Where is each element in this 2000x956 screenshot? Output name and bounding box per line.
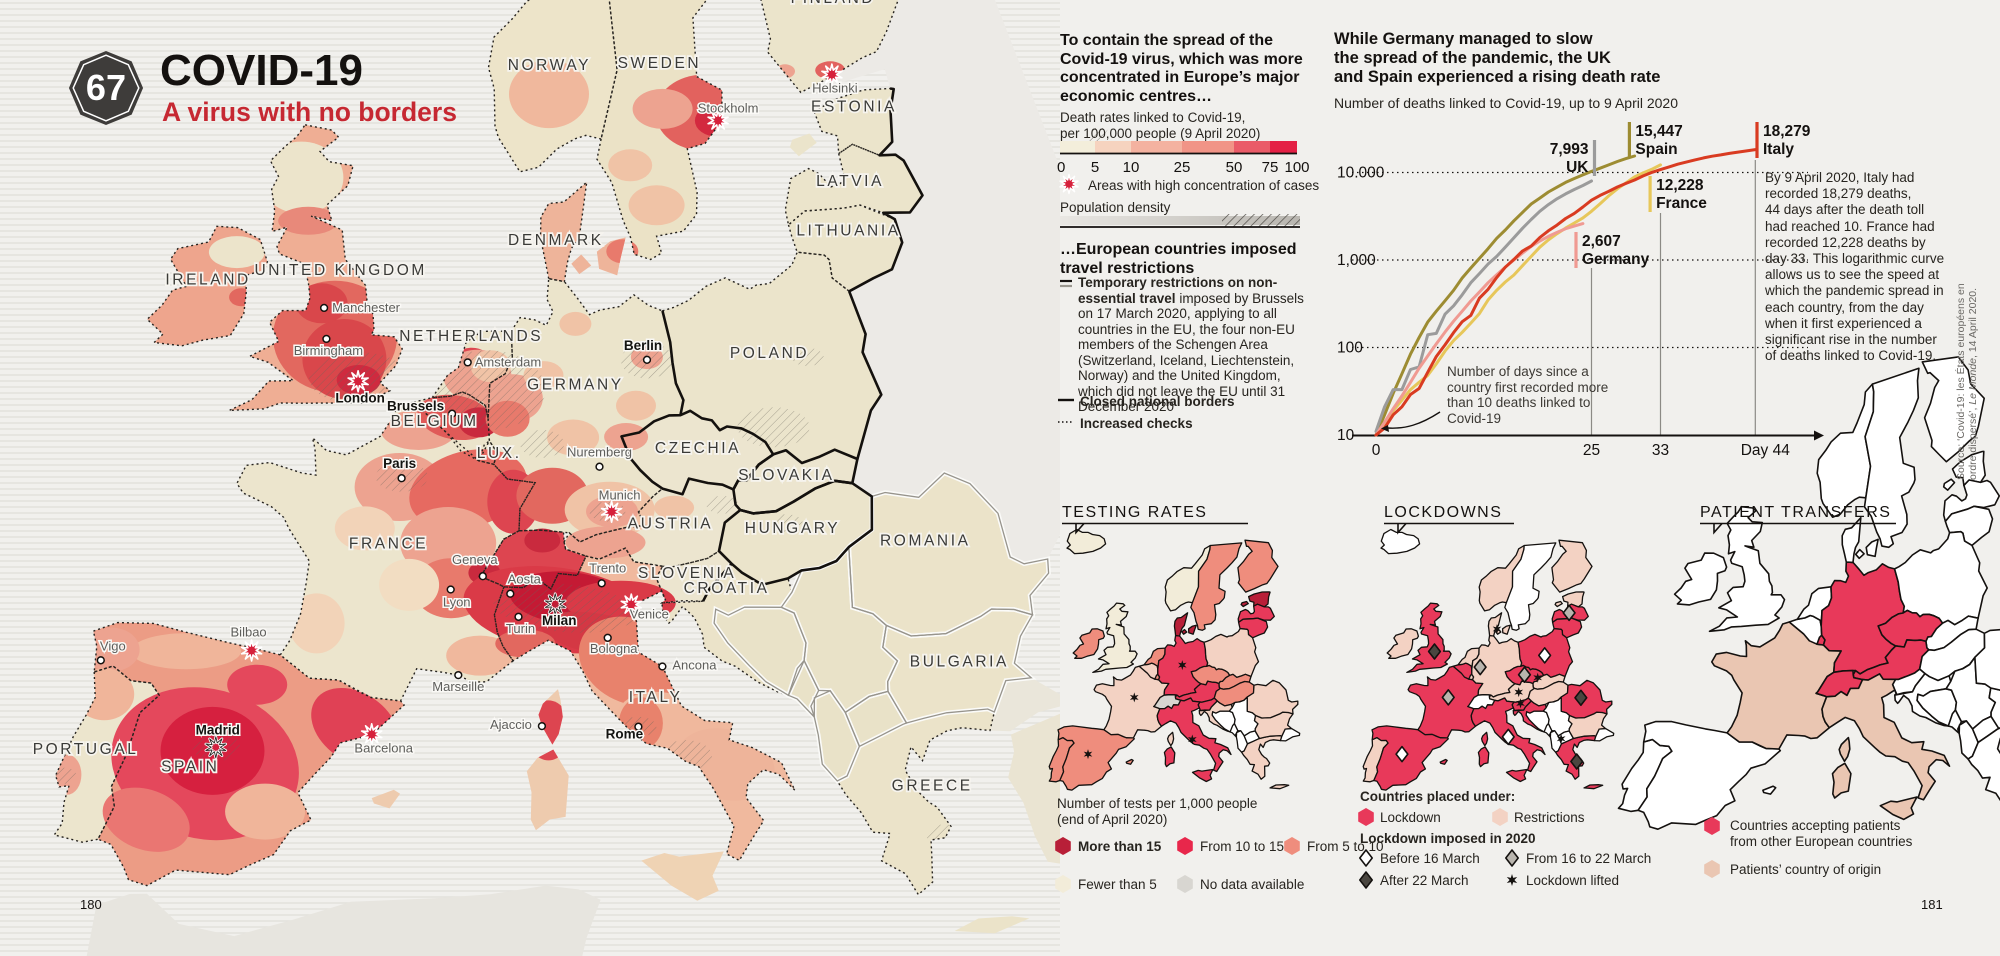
svg-text:Paris: Paris — [383, 456, 416, 471]
svg-text:Nuremberg: Nuremberg — [567, 445, 632, 460]
svg-text:Bologna: Bologna — [590, 641, 638, 656]
svg-text:Spain: Spain — [1635, 141, 1677, 158]
svg-text:1,000: 1,000 — [1337, 252, 1376, 269]
svg-text:POLAND: POLAND — [730, 345, 809, 362]
svg-text:Barcelona: Barcelona — [354, 740, 413, 755]
svg-text:7,993: 7,993 — [1550, 141, 1589, 158]
svg-text:SLOVENIA: SLOVENIA — [638, 565, 736, 582]
svg-text:LATVIA: LATVIA — [816, 173, 884, 190]
svg-text:18,279: 18,279 — [1763, 123, 1811, 140]
svg-text:Geneva: Geneva — [452, 552, 498, 567]
svg-text:33: 33 — [1652, 442, 1669, 459]
svg-text:10: 10 — [1123, 159, 1140, 176]
svg-text:Ancona: Ancona — [672, 658, 717, 673]
svg-text:AUSTRIA: AUSTRIA — [628, 516, 713, 533]
svg-text:Marseille: Marseille — [432, 679, 484, 694]
svg-text:Milan: Milan — [542, 613, 577, 628]
svg-text:Munich: Munich — [599, 488, 641, 503]
svg-text:France: France — [1656, 195, 1707, 212]
svg-text:5: 5 — [1091, 159, 1099, 176]
svg-text:BELGIUM: BELGIUM — [391, 413, 479, 430]
svg-text:Aosta: Aosta — [508, 572, 542, 587]
svg-text:0: 0 — [1372, 442, 1381, 459]
svg-text:IRELAND: IRELAND — [165, 272, 250, 289]
svg-text:UNITED KINGDOM: UNITED KINGDOM — [254, 262, 426, 279]
svg-text:NETHERLANDS: NETHERLANDS — [399, 328, 543, 345]
svg-text:HUNGARY: HUNGARY — [745, 520, 840, 537]
svg-text:London: London — [335, 390, 384, 405]
svg-text:Madrid: Madrid — [196, 722, 240, 737]
svg-text:25: 25 — [1174, 159, 1191, 176]
svg-text:50: 50 — [1226, 159, 1243, 176]
svg-text:67: 67 — [86, 67, 126, 108]
svg-text:100: 100 — [1284, 159, 1309, 176]
svg-text:Bilbao: Bilbao — [231, 625, 267, 640]
svg-text:Ajaccio: Ajaccio — [490, 717, 532, 732]
svg-text:DENMARK: DENMARK — [508, 232, 604, 249]
svg-text:LITHUANIA: LITHUANIA — [796, 222, 900, 239]
svg-text:SWEDEN: SWEDEN — [618, 55, 702, 72]
svg-text:Vigo: Vigo — [100, 638, 126, 653]
svg-text:ITALY: ITALY — [629, 689, 683, 706]
svg-text:Day 44: Day 44 — [1741, 442, 1790, 459]
svg-text:Birmingham: Birmingham — [294, 343, 363, 358]
svg-text:Lyon: Lyon — [443, 595, 471, 610]
svg-text:12,228: 12,228 — [1656, 177, 1704, 194]
svg-text:UK: UK — [1566, 159, 1589, 176]
svg-text:FINLAND: FINLAND — [791, 0, 876, 7]
svg-text:Amsterdam: Amsterdam — [475, 354, 541, 369]
svg-text:CROATIA: CROATIA — [684, 580, 770, 597]
svg-text:BULGARIA: BULGARIA — [910, 654, 1009, 671]
svg-text:75: 75 — [1262, 159, 1279, 176]
svg-text:FRANCE: FRANCE — [349, 535, 428, 552]
svg-text:Helsinki: Helsinki — [812, 81, 858, 96]
svg-text:Manchester: Manchester — [332, 300, 401, 315]
svg-text:10: 10 — [1337, 427, 1355, 444]
svg-text:ROMANIA: ROMANIA — [880, 533, 971, 550]
svg-text:ESTONIA: ESTONIA — [811, 98, 897, 115]
svg-text:CZECHIA: CZECHIA — [655, 440, 741, 457]
svg-text:GERMANY: GERMANY — [527, 376, 624, 393]
svg-text:Trento: Trento — [589, 560, 626, 575]
svg-text:Turin: Turin — [506, 621, 535, 636]
svg-text:2,607: 2,607 — [1582, 233, 1621, 250]
svg-text:0: 0 — [1057, 159, 1065, 176]
svg-text:PORTUGAL: PORTUGAL — [33, 741, 139, 758]
svg-text:LUX.: LUX. — [477, 445, 522, 462]
svg-text:Berlin: Berlin — [624, 338, 662, 353]
svg-text:Brussels: Brussels — [387, 399, 444, 414]
svg-text:SPAIN: SPAIN — [161, 759, 219, 776]
svg-text:Rome: Rome — [606, 727, 644, 742]
svg-text:Germany: Germany — [1582, 251, 1650, 268]
svg-text:Italy: Italy — [1763, 141, 1794, 158]
svg-text:SLOVAKIA: SLOVAKIA — [738, 467, 834, 484]
svg-text:Stockholm: Stockholm — [698, 101, 759, 116]
svg-text:NORWAY: NORWAY — [508, 57, 591, 74]
svg-text:25: 25 — [1583, 442, 1600, 459]
svg-text:100: 100 — [1337, 340, 1363, 357]
svg-text:Venice: Venice — [630, 607, 669, 622]
svg-text:15,447: 15,447 — [1635, 123, 1682, 140]
svg-text:10.000: 10.000 — [1337, 165, 1385, 182]
svg-text:GREECE: GREECE — [892, 778, 973, 795]
